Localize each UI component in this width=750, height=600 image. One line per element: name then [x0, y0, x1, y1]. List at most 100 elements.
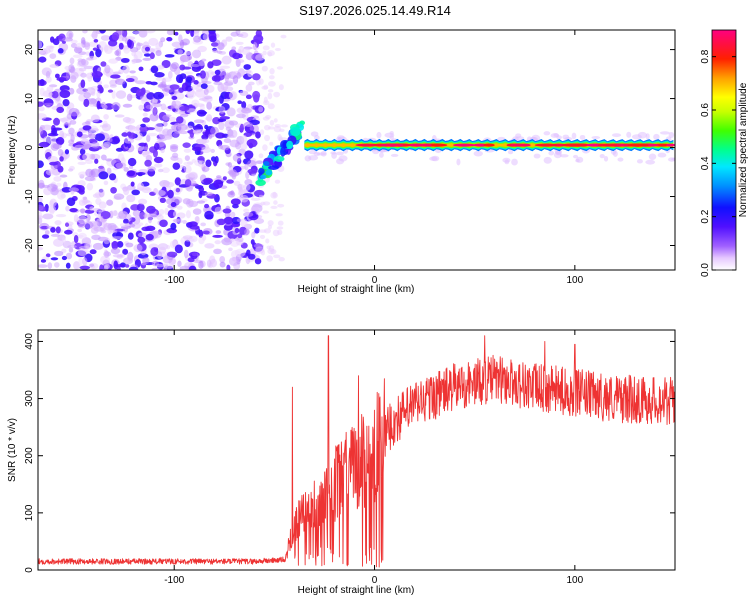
noise-blob — [50, 226, 56, 233]
noise-blob — [234, 228, 240, 234]
snr-ytick-label: 0 — [24, 567, 35, 573]
noise-blob — [111, 90, 116, 99]
noise-blob — [144, 46, 150, 52]
noise-blob — [160, 147, 165, 154]
halo-blob — [336, 136, 342, 141]
sparse-blob — [278, 256, 285, 262]
noise-blob — [217, 42, 225, 50]
sparse-blob — [258, 106, 264, 113]
halo-blob — [553, 133, 559, 137]
noise-blob — [155, 42, 162, 50]
transition-blob — [286, 140, 294, 150]
noise-blob — [221, 237, 233, 246]
halo-blob — [559, 154, 569, 158]
noise-blob — [59, 130, 65, 140]
noise-blob — [147, 132, 158, 137]
noise-blob — [103, 84, 109, 89]
noise-blob — [135, 80, 146, 85]
noise-blob — [207, 61, 214, 69]
halo-blob — [599, 154, 605, 159]
noise-blob — [198, 236, 205, 245]
noise-blob — [47, 262, 53, 270]
noise-blob — [194, 159, 203, 167]
spectrogram-xlabel: Height of straight line (km) — [298, 284, 415, 295]
noise-blob — [64, 65, 71, 71]
noise-blob — [252, 73, 261, 81]
noise-blob — [38, 246, 44, 251]
halo-blob — [379, 152, 384, 158]
noise-blob — [218, 50, 227, 55]
halo-blob — [572, 154, 579, 159]
noise-blob — [150, 81, 158, 86]
snr-ylabel: SNR (10 * v/v) — [7, 418, 18, 482]
noise-blob — [170, 155, 179, 161]
sparse-blob — [267, 89, 274, 93]
noise-blob — [253, 243, 264, 249]
noise-blob — [121, 132, 128, 137]
sparse-blob — [277, 203, 285, 208]
noise-blob — [182, 142, 191, 148]
sparse-blob — [277, 229, 283, 236]
noise-blob — [78, 245, 90, 250]
noise-blob — [131, 59, 137, 65]
noise-blob — [191, 63, 200, 68]
noise-blob — [137, 182, 145, 191]
spectrogram-ytick-label: -10 — [24, 189, 35, 204]
tone-core-streak — [534, 143, 558, 147]
noise-blob — [100, 255, 111, 264]
sparse-blob — [267, 224, 273, 230]
halo-blob — [456, 158, 461, 166]
noise-blob — [251, 206, 260, 211]
noise-blob — [83, 65, 94, 70]
noise-blob — [45, 76, 52, 83]
noise-blob — [100, 61, 107, 67]
noise-blob — [109, 74, 121, 79]
noise-blob — [222, 176, 227, 181]
noise-blob — [200, 83, 208, 90]
noise-blob — [218, 121, 225, 131]
transition-blob — [273, 155, 285, 162]
noise-blob — [123, 186, 130, 196]
noise-blob — [78, 171, 88, 177]
noise-blob — [43, 102, 54, 106]
noise-blob — [193, 119, 205, 124]
noise-blob — [228, 247, 233, 252]
noise-blob — [38, 106, 45, 112]
noise-blob — [191, 99, 200, 107]
tone-core-streak — [627, 143, 649, 147]
noise-blob — [49, 198, 57, 207]
noise-blob — [247, 69, 253, 78]
noise-blob — [112, 236, 123, 240]
sparse-blob — [265, 115, 272, 120]
noise-blob — [218, 105, 226, 114]
sparse-blob — [272, 191, 277, 198]
snr-panel: -100 0 100 0 100 200 300 400 Height of straight… — [7, 329, 676, 596]
noise-blob — [115, 147, 124, 152]
halo-blob — [304, 155, 312, 162]
noise-blob — [162, 121, 168, 127]
noise-blob — [239, 194, 249, 203]
noise-blob — [237, 100, 243, 105]
colorbar-label: Normalized spectral amplitude — [738, 82, 749, 217]
noise-blob — [52, 238, 64, 247]
noise-blob — [150, 247, 159, 256]
noise-blob — [68, 168, 74, 172]
sparse-blob — [270, 248, 277, 255]
noise-blob — [143, 53, 151, 57]
noise-blob — [169, 145, 179, 153]
noise-blob — [51, 127, 63, 131]
noise-blob — [232, 75, 239, 85]
sparse-blob — [270, 42, 276, 48]
noise-blob — [111, 240, 119, 250]
noise-blob — [122, 103, 133, 108]
noise-blob — [252, 124, 259, 133]
noise-blob — [88, 138, 97, 143]
noise-blob — [114, 50, 120, 56]
sparse-blob — [273, 118, 278, 123]
noise-blob — [163, 181, 175, 188]
noise-blob — [223, 138, 232, 144]
noise-blob — [49, 64, 59, 68]
noise-blob — [120, 57, 130, 63]
noise-blob — [166, 30, 175, 36]
noise-blob — [68, 187, 80, 193]
